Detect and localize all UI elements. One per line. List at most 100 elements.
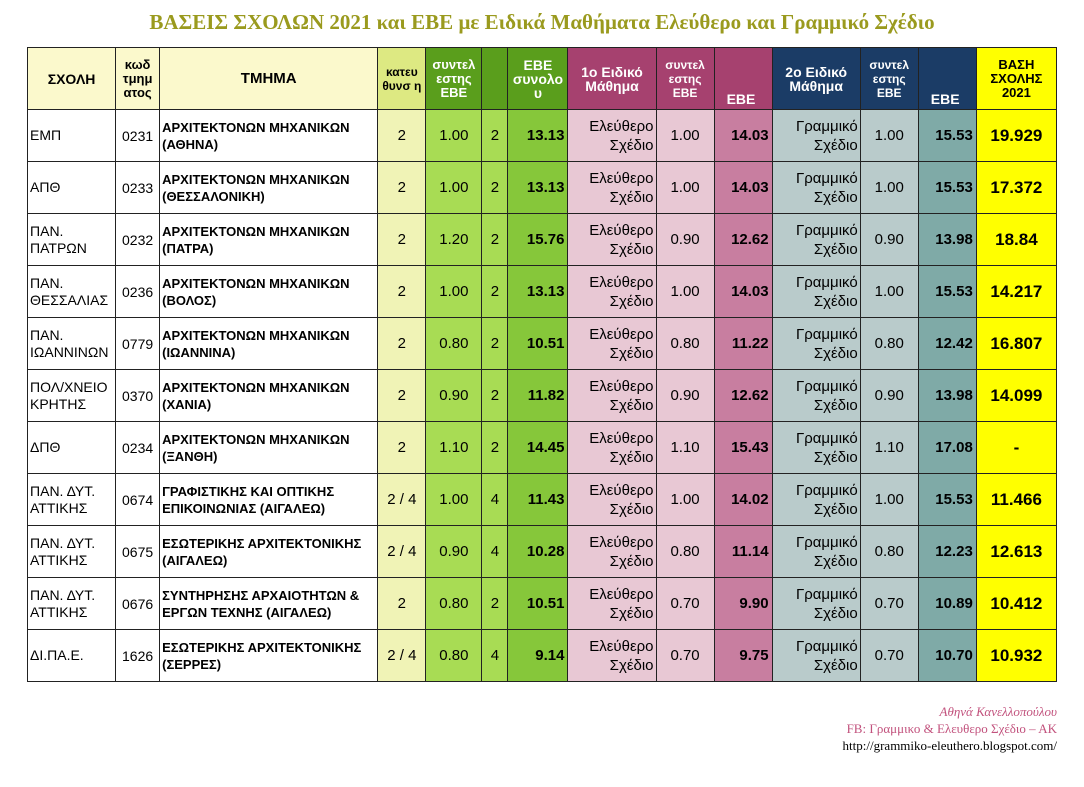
cell-school: ΔΙ.ΠΑ.Ε. [26, 629, 117, 682]
cell-coef1: 0.70 [655, 577, 715, 630]
cell-dept: ΑΡΧΙΤΕΚΤΟΝΩΝ ΜΗΧΑΝΙΚΩΝ (ΑΘΗΝΑ) [159, 109, 379, 162]
header-coef: συντελ εστης ΕΒΕ [425, 47, 483, 110]
cell-ebe1: 14.03 [713, 161, 773, 214]
cell-coef: 0.80 [425, 317, 483, 370]
cell-code: 0232 [115, 213, 161, 266]
cell-code: 0234 [115, 421, 161, 474]
cell-direction: 2 [377, 265, 427, 318]
cell-base: 16.807 [975, 317, 1058, 370]
table-row: ΠΑΝ. ΙΩΑΝΝΙΝΩΝ 0779 ΑΡΧΙΤΕΚΤΟΝΩΝ ΜΗΧΑΝΙΚΩΝ… [26, 317, 1058, 370]
footer: Αθηνά Κανελλοπούλου FB: Γραμμικο & Ελευθ… [843, 703, 1057, 754]
cell-coef2: 0.90 [859, 369, 919, 422]
cell-direction: 2 [377, 421, 427, 474]
cell-ebe2: 15.53 [917, 265, 977, 318]
cell-num: 2 [481, 317, 509, 370]
header-coef2: συντελ εστης ΕΒΕ [859, 47, 919, 110]
cell-ebe1: 9.75 [713, 629, 773, 682]
cell-ebe2: 15.53 [917, 473, 977, 526]
cell-base: 10.412 [975, 577, 1058, 630]
cell-school: ΕΜΠ [26, 109, 117, 162]
cell-base: 17.372 [975, 161, 1058, 214]
table-row: ΠΑΝ. ΠΑΤΡΩΝ 0232 ΑΡΧΙΤΕΚΤΟΝΩΝ ΜΗΧΑΝΙΚΩΝ (Π… [26, 213, 1058, 266]
header-dept: ΤΜΗΜΑ [159, 47, 379, 110]
cell-coef: 1.00 [425, 161, 483, 214]
cell-coef2: 0.70 [859, 629, 919, 682]
cell-ebe2: 17.08 [917, 421, 977, 474]
header-coef1: συντελ εστης ΕΒΕ [655, 47, 715, 110]
cell-dept: ΕΣΩΤΕΡΙΚΗΣ ΑΡΧΙΤΕΚΤΟΝΙΚΗΣ (ΣΕΡΡΕΣ) [159, 629, 379, 682]
header-ebe1: ΕΒΕ [713, 47, 773, 110]
header-num [481, 47, 509, 110]
cell-direction: 2 [377, 109, 427, 162]
header-base: ΒΑΣΗ ΣΧΟΛΗΣ 2021 [975, 47, 1058, 110]
cell-school: ΠΟΛ/ΧΝΕΙΟ ΚΡΗΤΗΣ [26, 369, 117, 422]
cell-subject2: Γραμμικό Σχέδιο [771, 213, 861, 266]
cell-dept: ΑΡΧΙΤΕΚΤΟΝΩΝ ΜΗΧΑΝΙΚΩΝ (ΞΑΝΘΗ) [159, 421, 379, 474]
cell-num: 4 [481, 629, 509, 682]
header-ebe-total: ΕΒΕ συνολο υ [507, 47, 569, 110]
cell-base: 18.84 [975, 213, 1058, 266]
cell-subject2: Γραμμικό Σχέδιο [771, 109, 861, 162]
cell-direction: 2 / 4 [377, 629, 427, 682]
cell-coef: 1.00 [425, 473, 483, 526]
header-row: ΣΧΟΛΗ κωδ τμημ ατος ΤΜΗΜΑ κατευ θυνσ η σ… [26, 47, 1058, 110]
cell-subject1: Ελεύθερο Σχέδιο [567, 577, 657, 630]
cell-coef1: 1.00 [655, 161, 715, 214]
cell-coef2: 1.10 [859, 421, 919, 474]
cell-coef2: 1.00 [859, 109, 919, 162]
cell-subject1: Ελεύθερο Σχέδιο [567, 421, 657, 474]
cell-coef: 0.90 [425, 525, 483, 578]
table-row: ΕΜΠ 0231 ΑΡΧΙΤΕΚΤΟΝΩΝ ΜΗΧΑΝΙΚΩΝ (ΑΘΗΝΑ) 2 1.… [26, 109, 1058, 162]
cell-coef2: 0.80 [859, 525, 919, 578]
cell-subject1: Ελεύθερο Σχέδιο [567, 109, 657, 162]
cell-coef2: 1.00 [859, 265, 919, 318]
cell-direction: 2 [377, 369, 427, 422]
footer-url: http://grammiko-eleuthero.blogspot.com/ [842, 738, 1057, 753]
cell-ebe2: 15.53 [917, 161, 977, 214]
cell-dept: ΑΡΧΙΤΕΚΤΟΝΩΝ ΜΗΧΑΝΙΚΩΝ (ΠΑΤΡΑ) [159, 213, 379, 266]
cell-coef1: 0.80 [655, 317, 715, 370]
cell-dept: ΓΡΑΦΙΣΤΙΚΗΣ ΚΑΙ ΟΠΤΙΚΗΣ ΕΠΙΚΟΙΝΩΝΙΑΣ (ΑΙ… [159, 473, 379, 526]
cell-base: 10.932 [975, 629, 1058, 682]
cell-ebe1: 11.14 [713, 525, 773, 578]
cell-coef1: 0.70 [655, 629, 715, 682]
header-ebe2: ΕΒΕ [917, 47, 977, 110]
cell-coef: 0.80 [425, 577, 483, 630]
cell-ebe-total: 14.45 [507, 421, 569, 474]
cell-coef: 1.20 [425, 213, 483, 266]
cell-ebe-total: 11.82 [507, 369, 569, 422]
table-row: ΠΑΝ. ΘΕΣΣΑΛΙΑΣ 0236 ΑΡΧΙΤΕΚΤΟΝΩΝ ΜΗΧΑΝΙΚΩΝ… [26, 265, 1058, 318]
cell-subject2: Γραμμικό Σχέδιο [771, 369, 861, 422]
cell-ebe2: 13.98 [917, 369, 977, 422]
cell-subject2: Γραμμικό Σχέδιο [771, 629, 861, 682]
cell-num: 2 [481, 161, 509, 214]
page-title: ΒΑΣΕΙΣ ΣΧΟΛΩΝ 2021 και ΕΒΕ με Ειδικά Μαθ… [149, 10, 935, 34]
cell-num: 2 [481, 265, 509, 318]
cell-ebe1: 14.02 [713, 473, 773, 526]
cell-coef2: 0.80 [859, 317, 919, 370]
cell-ebe-total: 13.13 [507, 161, 569, 214]
cell-school: ΠΑΝ. ΙΩΑΝΝΙΝΩΝ [26, 317, 117, 370]
cell-ebe1: 14.03 [713, 109, 773, 162]
cell-ebe-total: 9.14 [507, 629, 569, 682]
cell-base: 19.929 [975, 109, 1058, 162]
cell-school: ΠΑΝ. ΔΥΤ. ΑΤΤΙΚΗΣ [26, 577, 117, 630]
cell-coef2: 1.00 [859, 161, 919, 214]
cell-coef2: 0.70 [859, 577, 919, 630]
cell-coef1: 1.00 [655, 109, 715, 162]
cell-school: ΠΑΝ. ΔΥΤ. ΑΤΤΙΚΗΣ [26, 473, 117, 526]
cell-direction: 2 [377, 161, 427, 214]
cell-subject1: Ελεύθερο Σχέδιο [567, 473, 657, 526]
cell-ebe-total: 13.13 [507, 265, 569, 318]
cell-ebe-total: 10.51 [507, 577, 569, 630]
cell-coef1: 1.00 [655, 265, 715, 318]
cell-ebe2: 15.53 [917, 109, 977, 162]
cell-coef: 0.80 [425, 629, 483, 682]
cell-school: ΠΑΝ. ΔΥΤ. ΑΤΤΙΚΗΣ [26, 525, 117, 578]
table-row: ΠΑΝ. ΔΥΤ. ΑΤΤΙΚΗΣ 0674 ΓΡΑΦΙΣΤΙΚΗΣ ΚΑΙ ΟΠΤ… [26, 473, 1058, 526]
table-row: ΠΑΝ. ΔΥΤ. ΑΤΤΙΚΗΣ 0675 ΕΣΩΤΕΡΙΚΗΣ ΑΡΧΙΤΕΚΤ… [26, 525, 1058, 578]
cell-dept: ΣΥΝΤΗΡΗΣΗΣ ΑΡΧΑΙΟΤΗΤΩΝ & ΕΡΓΩΝ ΤΕΧΝΗΣ (Α… [159, 577, 379, 630]
cell-ebe2: 10.89 [917, 577, 977, 630]
cell-direction: 2 [377, 317, 427, 370]
cell-ebe2: 12.42 [917, 317, 977, 370]
